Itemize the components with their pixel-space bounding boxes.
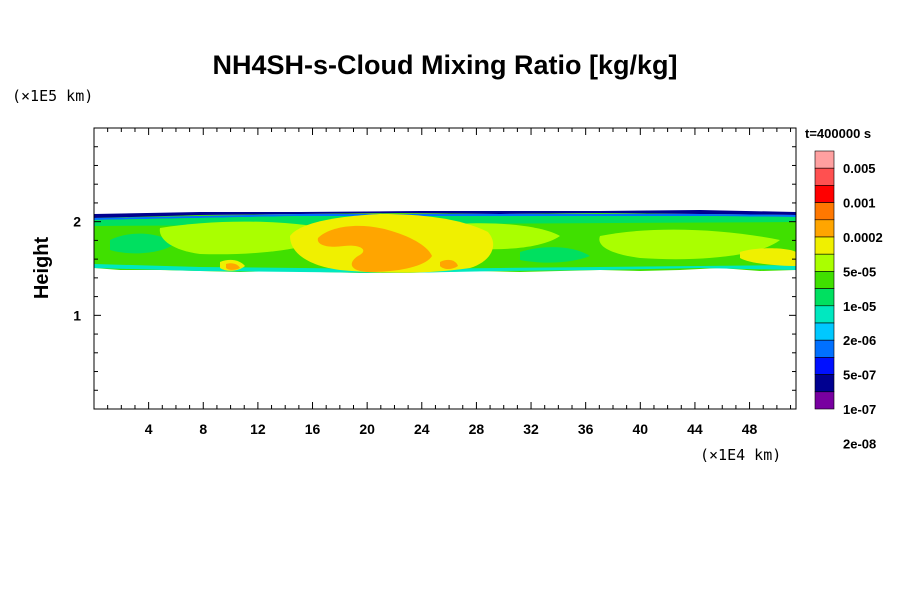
y-unit-label: (×1E5 km) bbox=[12, 87, 93, 105]
cloud-bottom-edge-teal bbox=[94, 264, 796, 273]
colorbar-swatch bbox=[814, 305, 835, 324]
colorbar-swatch bbox=[814, 288, 835, 307]
colorbar-label: 5e-07 bbox=[843, 368, 876, 383]
cloud-patch-yellow bbox=[740, 248, 796, 266]
cloud-patch-green bbox=[110, 233, 175, 254]
cloud-patch-yellowgreen bbox=[599, 229, 780, 260]
x-tick-label: 12 bbox=[250, 421, 266, 437]
colorbar-label: 0.001 bbox=[843, 196, 876, 211]
colorbar-label: 0.0002 bbox=[843, 230, 883, 245]
colorbar-swatch bbox=[814, 374, 835, 393]
y-axis-ticks: 12 bbox=[73, 146, 796, 391]
colorbar-swatch bbox=[814, 339, 835, 358]
x-tick-label: 48 bbox=[742, 421, 758, 437]
colorbar-label: 0.005 bbox=[843, 161, 876, 176]
x-tick-label: 28 bbox=[469, 421, 485, 437]
plot-area bbox=[94, 210, 796, 273]
cloud-core-orange bbox=[440, 259, 458, 269]
cloud-core-orange bbox=[317, 225, 432, 272]
colorbar-swatch bbox=[814, 391, 835, 410]
x-unit-label: (×1E4 km) bbox=[700, 446, 781, 464]
colorbar: 0.005 0.001 0.0002 5e-05 1e-05 2e-06 5e-07 1e-0… bbox=[814, 150, 883, 451]
x-tick-label: 16 bbox=[305, 421, 321, 437]
x-tick-label: 32 bbox=[523, 421, 539, 437]
colorbar-swatch bbox=[814, 185, 835, 203]
colorbar-label: 2e-06 bbox=[843, 333, 876, 348]
x-axis-ticks: 4 8 12 16 20 24 28 32 36 40 44 48 bbox=[107, 128, 792, 437]
colorbar-swatch bbox=[814, 236, 835, 255]
colorbar-label: 1e-07 bbox=[843, 402, 876, 417]
y-axis-label: Height bbox=[31, 237, 53, 300]
x-tick-label: 4 bbox=[145, 421, 153, 437]
colorbar-swatch bbox=[814, 219, 835, 238]
plot-frame bbox=[93, 127, 797, 410]
cloud-patch-green bbox=[520, 247, 590, 263]
x-tick-label: 8 bbox=[199, 421, 207, 437]
colorbar-swatch bbox=[814, 150, 835, 169]
colorbar-swatch bbox=[814, 322, 835, 341]
cloud-top-edge-dark bbox=[94, 210, 796, 218]
x-tick-label: 40 bbox=[633, 421, 649, 437]
colorbar-swatch bbox=[814, 357, 835, 375]
colorbar-label: 5e-05 bbox=[843, 264, 876, 279]
y-tick-label: 2 bbox=[73, 214, 81, 230]
cloud-top-edge-blue bbox=[94, 214, 796, 220]
colorbar-label: 1e-05 bbox=[843, 299, 876, 314]
colorbar-label: 2e-08 bbox=[843, 436, 876, 451]
x-tick-label: 24 bbox=[414, 421, 430, 437]
chart-title: NH4SH-s-Cloud Mixing Ratio [kg/kg] bbox=[213, 50, 678, 80]
colorbar-swatch bbox=[814, 253, 835, 272]
x-tick-label: 20 bbox=[359, 421, 375, 437]
x-tick-label: 44 bbox=[687, 421, 703, 437]
colorbar-swatch bbox=[814, 271, 835, 289]
time-label: t=400000 s bbox=[805, 126, 871, 141]
y-tick-label: 1 bbox=[73, 307, 81, 323]
colorbar-swatch bbox=[814, 167, 835, 186]
colorbar-swatch bbox=[814, 202, 835, 221]
cloud-core-orange bbox=[226, 263, 240, 270]
x-tick-label: 36 bbox=[578, 421, 594, 437]
